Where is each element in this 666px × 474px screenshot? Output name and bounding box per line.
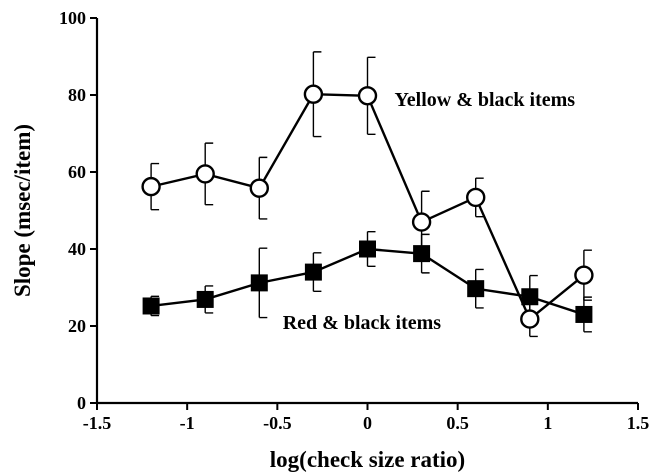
annotation-yellow-black-items: Yellow & black items <box>395 89 576 111</box>
yellow-black-data-point <box>466 187 486 208</box>
red-black-data-point <box>359 240 376 258</box>
yellow-black-data-point <box>195 164 215 184</box>
yellow-black-data-point <box>249 178 269 198</box>
x-tick-label: -1 <box>180 413 195 433</box>
x-axis-ticks: -1.5 -1 -0.5 0 0.5 1 1.5 <box>83 403 650 433</box>
red-black-data-point <box>521 288 539 306</box>
x-tick-label: -0.5 <box>263 413 292 433</box>
yellow-black-data-point <box>303 84 324 104</box>
y-tick-label: 60 <box>68 162 86 182</box>
x-tick-label: 0.5 <box>446 413 469 433</box>
red-black-data-point <box>142 297 160 315</box>
x-tick-label: -1.5 <box>83 413 112 433</box>
yellow-black-data-point <box>411 212 432 232</box>
red-black-data-point <box>250 274 268 292</box>
y-tick-label: 0 <box>77 393 86 413</box>
annotation-red-black-items: Red & black items <box>283 312 442 334</box>
series-markers <box>141 84 594 329</box>
yellow-black-data-point <box>574 265 594 285</box>
red-black-data-point <box>575 305 593 323</box>
yellow-black-data-point <box>520 309 540 329</box>
yellow-black-data-point <box>141 176 161 197</box>
x-axis-title: log(check size ratio) <box>270 447 465 472</box>
x-tick-label: 1 <box>543 413 552 433</box>
y-tick-label: 100 <box>59 8 86 28</box>
y-tick-label: 20 <box>68 316 86 336</box>
y-tick-label: 40 <box>68 239 86 259</box>
x-tick-label: 0 <box>363 413 372 433</box>
red-black-data-point <box>304 263 322 281</box>
red-black-data-point <box>413 245 431 263</box>
y-axis-title: Slope (msec/item) <box>10 124 35 297</box>
red-black-data-point <box>467 280 485 298</box>
y-tick-label: 80 <box>68 85 86 105</box>
red-black-data-point <box>196 290 214 308</box>
y-axis-ticks: 0 20 40 60 80 100 <box>59 8 97 413</box>
x-tick-label: 1.5 <box>627 413 650 433</box>
yellow-black-data-point <box>357 86 378 106</box>
